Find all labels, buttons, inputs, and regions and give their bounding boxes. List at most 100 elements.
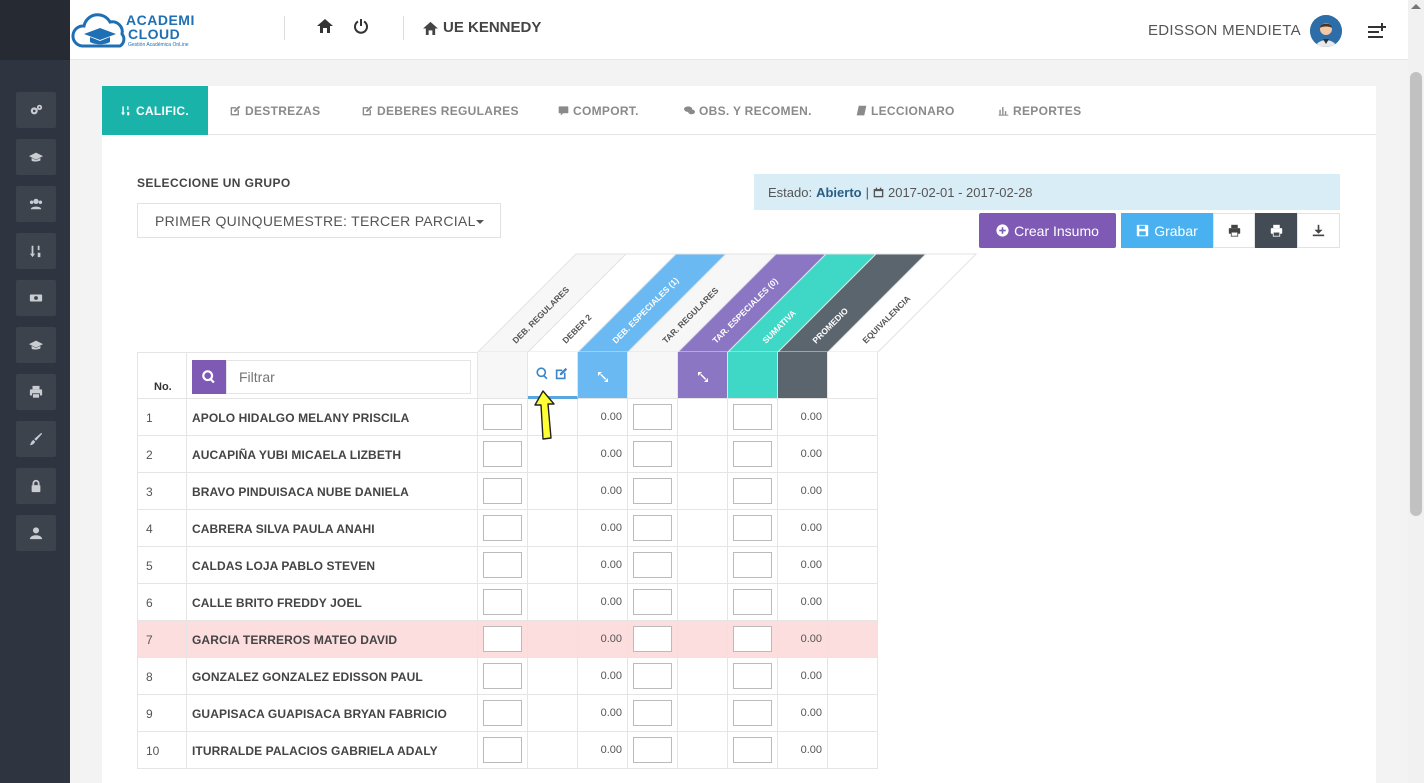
expand-icon[interactable] xyxy=(598,369,608,382)
grade-input[interactable] xyxy=(733,589,772,615)
grade-input[interactable] xyxy=(633,737,672,763)
row-number: 8 xyxy=(146,670,153,684)
grade-input[interactable] xyxy=(483,589,522,615)
grade-input[interactable] xyxy=(633,515,672,541)
grade-input[interactable] xyxy=(733,626,772,652)
lock-icon[interactable] xyxy=(16,468,56,504)
grade-input[interactable] xyxy=(633,589,672,615)
scrollbar-thumb[interactable] xyxy=(1410,72,1422,516)
grade-input[interactable] xyxy=(633,441,672,467)
logo[interactable]: ACADEMI CLOUD Gestión Académica OnLine xyxy=(70,6,200,54)
grade-input[interactable] xyxy=(733,700,772,726)
grade-input[interactable] xyxy=(733,663,772,689)
table-row[interactable]: 1 APOLO HIDALGO MELANY PRISCILA 0.00 0.00 xyxy=(137,399,878,436)
grade-input[interactable] xyxy=(633,478,672,504)
tab-destrezas[interactable]: DESTREZAS xyxy=(230,86,320,135)
edit-icon[interactable] xyxy=(555,367,568,380)
tab-reportes[interactable]: REPORTES xyxy=(998,86,1081,135)
grade-input[interactable] xyxy=(483,478,522,504)
deb-especiales-value: 0.00 xyxy=(600,633,622,645)
grade-cell xyxy=(478,732,528,769)
print-icon xyxy=(1270,224,1282,237)
grade-input[interactable] xyxy=(733,737,772,763)
table-row[interactable]: 9 GUAPISACA GUAPISACA BRYAN FABRICIO 0.00 0… xyxy=(137,695,878,732)
scroll-up-arrow[interactable] xyxy=(1411,4,1421,9)
table-row[interactable]: 5 CALDAS LOJA PABLO STEVEN 0.00 0.00 xyxy=(137,547,878,584)
gears-icon[interactable] xyxy=(16,92,56,128)
table-row[interactable]: 2 AUCAPIÑA YUBI MICAELA LIZBETH 0.00 0.00 xyxy=(137,436,878,473)
graduation-cap-icon[interactable] xyxy=(16,139,56,175)
grade-cell xyxy=(528,473,578,510)
table-row[interactable]: 3 BRAVO PINDUISACA NUBE DANIELA 0.00 0.00 xyxy=(137,473,878,510)
grade-cell xyxy=(528,621,578,658)
grade-input[interactable] xyxy=(633,663,672,689)
grade-input[interactable] xyxy=(483,552,522,578)
grade-input[interactable] xyxy=(733,441,772,467)
download-button[interactable] xyxy=(1297,213,1340,248)
table-row[interactable]: 7 GARCIA TERREROS MATEO DAVID 0.00 0.00 xyxy=(137,621,878,658)
grade-cell xyxy=(528,584,578,621)
cloud-logo-icon xyxy=(71,13,126,48)
table-row[interactable]: 8 GONZALEZ GONZALEZ EDISSON PAUL 0.00 0.00 xyxy=(137,658,878,695)
tab-label: OBS. Y RECOMEN. xyxy=(699,103,812,118)
table-row[interactable]: 10 ITURRALDE PALACIOS GABRIELA ADALY 0.00 0… xyxy=(137,732,878,769)
table-row[interactable]: 6 CALLE BRITO FREDDY JOEL 0.00 0.00 xyxy=(137,584,878,621)
grade-input[interactable] xyxy=(483,663,522,689)
tab-comport[interactable]: COMPORT. xyxy=(558,86,639,135)
grade-cell: 0.00 xyxy=(578,436,628,473)
grade-cell: 0.00 xyxy=(578,621,628,658)
group-select[interactable]: PRIMER QUINQUEMESTRE: TERCER PARCIAL xyxy=(137,203,501,238)
tab-leccionaro[interactable]: LECCIONARO xyxy=(856,86,955,135)
user-icon[interactable] xyxy=(16,515,56,551)
filter-input[interactable] xyxy=(226,360,471,394)
grade-input[interactable] xyxy=(483,441,522,467)
grade-input[interactable] xyxy=(483,626,522,652)
grade-input[interactable] xyxy=(733,552,772,578)
money-icon[interactable] xyxy=(16,280,56,316)
grade-input[interactable] xyxy=(633,404,672,430)
grade-input[interactable] xyxy=(483,515,522,541)
grade-input[interactable] xyxy=(483,700,522,726)
grade-cell: 0.00 xyxy=(778,547,828,584)
status-date-range: 2017-02-01 - 2017-02-28 xyxy=(887,184,1033,200)
column-header-cell xyxy=(828,352,878,399)
print-dark-button[interactable] xyxy=(1255,213,1297,248)
search-icon[interactable] xyxy=(536,367,549,380)
menu-plus-icon[interactable] xyxy=(1367,20,1387,40)
tab-calific[interactable]: CALIFIC. xyxy=(102,86,208,135)
grade-cell xyxy=(628,658,678,695)
column-header-cell xyxy=(528,352,578,399)
users-icon[interactable] xyxy=(16,186,56,222)
table-row[interactable]: 4 CABRERA SILVA PAULA ANAHI 0.00 0.00 xyxy=(137,510,878,547)
grade-input[interactable] xyxy=(483,737,522,763)
grade-cell xyxy=(728,658,778,695)
grade-input[interactable] xyxy=(633,626,672,652)
logo-tagline: Gestión Académica OnLine xyxy=(128,42,189,48)
grade-input[interactable] xyxy=(733,515,772,541)
expand-icon[interactable] xyxy=(698,369,708,382)
user-name[interactable]: EDISSON MENDIETA xyxy=(1148,22,1301,39)
grade-input[interactable] xyxy=(733,478,772,504)
grade-cell xyxy=(478,473,528,510)
print-icon[interactable] xyxy=(16,374,56,410)
filter-search-button[interactable] xyxy=(192,360,226,394)
home-icon[interactable] xyxy=(317,18,335,36)
print-button[interactable] xyxy=(1213,213,1255,248)
tab-obs-recomen[interactable]: OBS. Y RECOMEN. xyxy=(684,86,812,135)
grabar-button[interactable]: Grabar xyxy=(1121,213,1213,248)
grade-input[interactable] xyxy=(733,404,772,430)
grade-input[interactable] xyxy=(483,404,522,430)
power-icon[interactable] xyxy=(353,18,371,36)
sort-numeric-icon[interactable] xyxy=(16,233,56,269)
edit-icon xyxy=(230,105,241,116)
calendar-icon xyxy=(873,187,884,197)
crear-insumo-button[interactable]: Crear Insumo xyxy=(979,213,1116,248)
graduation-cap-icon[interactable] xyxy=(16,327,56,363)
brush-icon[interactable] xyxy=(16,421,56,457)
grade-input[interactable] xyxy=(633,700,672,726)
grabar-label: Grabar xyxy=(1154,222,1198,239)
grade-cell xyxy=(828,621,878,658)
avatar[interactable] xyxy=(1310,15,1342,47)
grade-input[interactable] xyxy=(633,552,672,578)
tab-deberes-regulares[interactable]: DEBERES REGULARES xyxy=(362,86,519,135)
